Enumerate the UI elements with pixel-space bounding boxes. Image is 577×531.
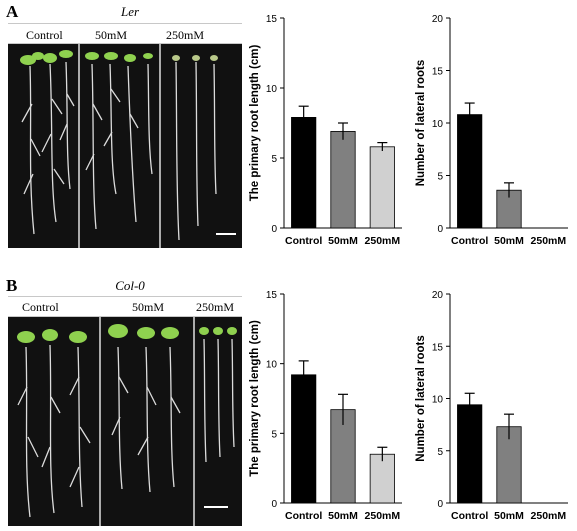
x-tick-label: Control — [451, 235, 488, 247]
chart-a-lateral-roots: 0 5 10 15 20 Number of lateral roots Control 50… — [415, 14, 568, 247]
y-tick-label: 10 — [266, 84, 278, 95]
y-tick-label: 15 — [266, 290, 278, 301]
x-tick-label: 250mM — [531, 510, 567, 522]
y-tick-label: 15 — [266, 14, 278, 25]
leaves — [17, 324, 237, 343]
bar — [291, 374, 317, 504]
bar — [369, 453, 395, 504]
genotype-label-b: Col-0 — [115, 278, 145, 293]
y-axis-label: The primary root length (cm) — [249, 320, 261, 477]
panel-letter-b: B — [6, 276, 18, 295]
y-tick-label: 10 — [432, 395, 444, 406]
bar — [457, 404, 483, 504]
x-tick-label: 50mM — [328, 510, 358, 522]
condition-label-a-50mm: 50mM — [95, 28, 128, 42]
condition-label-a-250mm: 250mM — [166, 28, 205, 42]
condition-underline-b — [8, 316, 242, 317]
y-axis-label: The primary root length (cm) — [249, 45, 261, 202]
x-tick-label: 50mM — [494, 510, 524, 522]
y-tick-label: 10 — [432, 119, 444, 130]
chart-b-primary-root-length: 0 5 10 15 The primary root length (cm) Contro… — [249, 290, 402, 522]
bar — [291, 117, 317, 229]
bar — [457, 114, 483, 229]
y-tick-label: 5 — [271, 154, 277, 165]
x-tick-label: Control — [285, 235, 322, 247]
y-tick-label: 0 — [271, 224, 277, 235]
y-tick-label: 0 — [271, 499, 277, 510]
bar — [369, 146, 395, 229]
condition-label-b-50mm: 50mM — [132, 300, 165, 314]
y-tick-label: 5 — [271, 429, 277, 440]
bar — [330, 409, 356, 504]
y-tick-label: 5 — [437, 447, 443, 458]
x-tick-label: Control — [285, 510, 322, 522]
seedling-photo-b — [8, 317, 242, 526]
seedling-photo-a — [8, 44, 242, 248]
seedling-photo-a-drawing — [8, 44, 242, 248]
leaves — [20, 50, 218, 65]
y-axis-label: Number of lateral roots — [415, 60, 427, 187]
seedling-photo-b-drawing — [8, 317, 242, 526]
title-underline-a — [8, 23, 242, 24]
condition-underline-a — [8, 43, 242, 44]
title-underline-b — [8, 296, 242, 297]
y-tick-label: 10 — [266, 360, 278, 371]
panel-letter-a: A — [6, 2, 19, 21]
y-tick-label: 0 — [437, 224, 443, 235]
x-tick-label: 250mM — [365, 510, 401, 522]
x-tick-label: 250mM — [365, 235, 401, 247]
y-tick-label: 20 — [432, 14, 444, 25]
bar — [330, 131, 356, 229]
bar — [496, 426, 522, 504]
x-tick-label: 250mM — [531, 235, 567, 247]
condition-label-b-control: Control — [22, 300, 59, 314]
genotype-label-a: Ler — [120, 4, 140, 19]
y-tick-label: 20 — [432, 290, 444, 301]
condition-label-a-control: Control — [26, 28, 63, 42]
y-tick-label: 0 — [437, 499, 443, 510]
chart-a-primary-root-length: 0 5 10 15 The primary root length (cm) Contro… — [249, 14, 402, 247]
y-tick-label: 5 — [437, 172, 443, 183]
y-tick-label: 15 — [432, 67, 444, 78]
x-tick-label: 50mM — [494, 235, 524, 247]
x-tick-label: Control — [451, 510, 488, 522]
y-axis-label: Number of lateral roots — [415, 335, 427, 462]
y-tick-label: 15 — [432, 342, 444, 353]
condition-label-b-250mm: 250mM — [196, 300, 235, 314]
chart-b-lateral-roots: 0 5 10 15 20 Number of lateral roots Control 50… — [415, 290, 568, 522]
x-tick-label: 50mM — [328, 235, 358, 247]
